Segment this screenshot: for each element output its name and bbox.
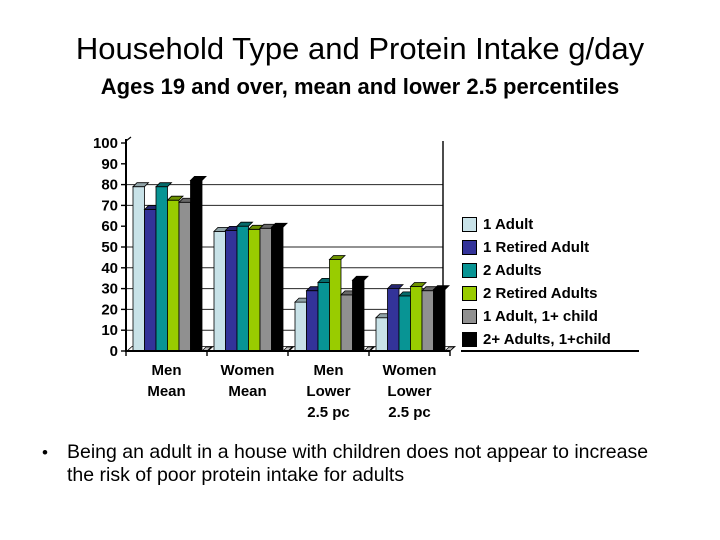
- bullet-point: • Being an adult in a house with childre…: [42, 441, 690, 487]
- slide-subtitle: Ages 19 and over, mean and lower 2.5 per…: [100, 74, 620, 99]
- bar: [398, 295, 411, 352]
- legend-item: 2+ Adults, 1+child: [462, 328, 611, 351]
- bar: [178, 201, 191, 352]
- bar: [387, 288, 400, 352]
- bar: [248, 228, 261, 352]
- legend-label: 1 Adult, 1+ child: [483, 308, 598, 325]
- legend-item: 2 Adults: [462, 259, 611, 282]
- bullet-text-line: the risk of poor protein intake for adul…: [67, 464, 405, 486]
- bar-top: [166, 195, 184, 201]
- bar: [271, 226, 284, 352]
- bar-top: [236, 221, 254, 227]
- bar: [433, 289, 446, 352]
- legend-underline: [461, 350, 639, 352]
- legend-label: 2 Adults: [483, 262, 542, 279]
- legend-label: 1 Retired Adult: [483, 239, 590, 256]
- chart-legend: 1 Adult 1 Retired Adult 2 Adults 2 Retired …: [462, 213, 611, 351]
- bar: [375, 317, 388, 352]
- bullet-text-line: Being an adult in a house with children …: [67, 441, 649, 463]
- bar: [132, 186, 145, 352]
- bar-top: [409, 282, 427, 287]
- legend-item: 1 Adult, 1+ child: [462, 305, 611, 328]
- bar: [167, 199, 180, 352]
- bar-top: [328, 255, 346, 260]
- legend-swatch: [462, 332, 477, 347]
- legend-item: 1 Adult: [462, 213, 611, 236]
- bar: [213, 230, 226, 352]
- x-axis-label: Men: [314, 362, 344, 379]
- y-axis-label: 60: [101, 218, 118, 235]
- legend-label: 1 Adult: [483, 216, 534, 233]
- legend-label: 2+ Adults, 1+child: [483, 331, 611, 348]
- y-axis-label: 20: [101, 301, 118, 318]
- bar: [155, 186, 168, 352]
- y-axis-label: 0: [110, 343, 118, 360]
- x-axis-label: 2.5 pc: [307, 404, 350, 421]
- bar: [225, 229, 238, 352]
- bar: [329, 259, 342, 352]
- bar: [306, 290, 319, 352]
- y-axis-label: 70: [101, 197, 118, 214]
- legend-label: 2 Retired Adults: [483, 285, 598, 302]
- x-axis-label: 2.5 pc: [388, 404, 431, 421]
- y-axis-label: 80: [101, 177, 118, 194]
- x-axis-label: Women: [221, 362, 275, 379]
- y-axis-label: 10: [101, 322, 118, 339]
- protein-intake-bar-chart: 0 10 20 30 40 50 60 70 80 90 100 Men Mean Women Mean Me…: [93, 135, 457, 421]
- bar: [144, 209, 157, 352]
- x-axis-label: Women: [383, 362, 437, 379]
- bar: [317, 281, 330, 352]
- bar: [421, 290, 434, 352]
- y-axis-label: 50: [101, 239, 118, 256]
- bar-top: [270, 222, 288, 228]
- bar-top: [432, 285, 450, 291]
- y-axis-label: 40: [101, 260, 118, 277]
- bar: [236, 225, 249, 352]
- y-axis-label: 90: [101, 156, 118, 173]
- slide-title: Household Type and Protein Intake g/day: [75, 31, 645, 66]
- legend-item: 1 Retired Adult: [462, 236, 611, 259]
- bar-top: [351, 275, 369, 281]
- y-axis-label: 100: [93, 135, 118, 152]
- bar: [352, 279, 365, 352]
- x-axis-label: Mean: [228, 383, 266, 400]
- legend-swatch: [462, 263, 477, 278]
- legend-item: 2 Retired Adults: [462, 282, 611, 305]
- bar-top: [189, 176, 207, 181]
- bar: [340, 294, 353, 352]
- bullet-text: Being an adult in a house with children …: [67, 441, 648, 487]
- bar-top: [386, 284, 404, 290]
- bar: [294, 301, 307, 352]
- y-axis-label: 30: [101, 281, 118, 298]
- legend-swatch: [462, 309, 477, 324]
- bar: [259, 227, 272, 352]
- legend-swatch: [462, 286, 477, 301]
- x-axis-label: Men: [152, 362, 182, 379]
- legend-swatch: [462, 240, 477, 255]
- x-axis-label: Mean: [147, 383, 185, 400]
- bar: [410, 286, 423, 352]
- bar: [190, 180, 203, 352]
- bar-top: [155, 182, 173, 188]
- x-axis-label: Lower: [306, 383, 350, 400]
- legend-swatch: [462, 217, 477, 232]
- bullet-marker: •: [42, 443, 48, 462]
- x-axis-label: Lower: [387, 383, 431, 400]
- bar-top: [132, 182, 150, 188]
